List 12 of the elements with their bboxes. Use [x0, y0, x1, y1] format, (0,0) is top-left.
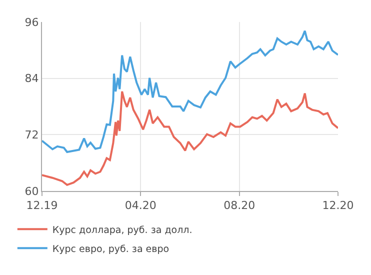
legend-label: Курс евро, руб. за евро — [52, 244, 170, 255]
line-series — [42, 90, 338, 186]
y-tick-label: 60 — [24, 184, 39, 198]
y-tick-label: 84 — [24, 72, 39, 86]
y-tick-label: 72 — [24, 128, 39, 142]
legend-label: Курс доллара, руб. за долл. — [52, 224, 192, 236]
x-tick-label: 08.20 — [224, 199, 256, 212]
x-tick-label: 12.19 — [26, 199, 58, 212]
x-tick-label: 04.20 — [124, 199, 156, 212]
x-tick-label: 12.20 — [322, 199, 354, 212]
line-series — [42, 30, 338, 154]
y-tick-label: 96 — [24, 16, 39, 29]
